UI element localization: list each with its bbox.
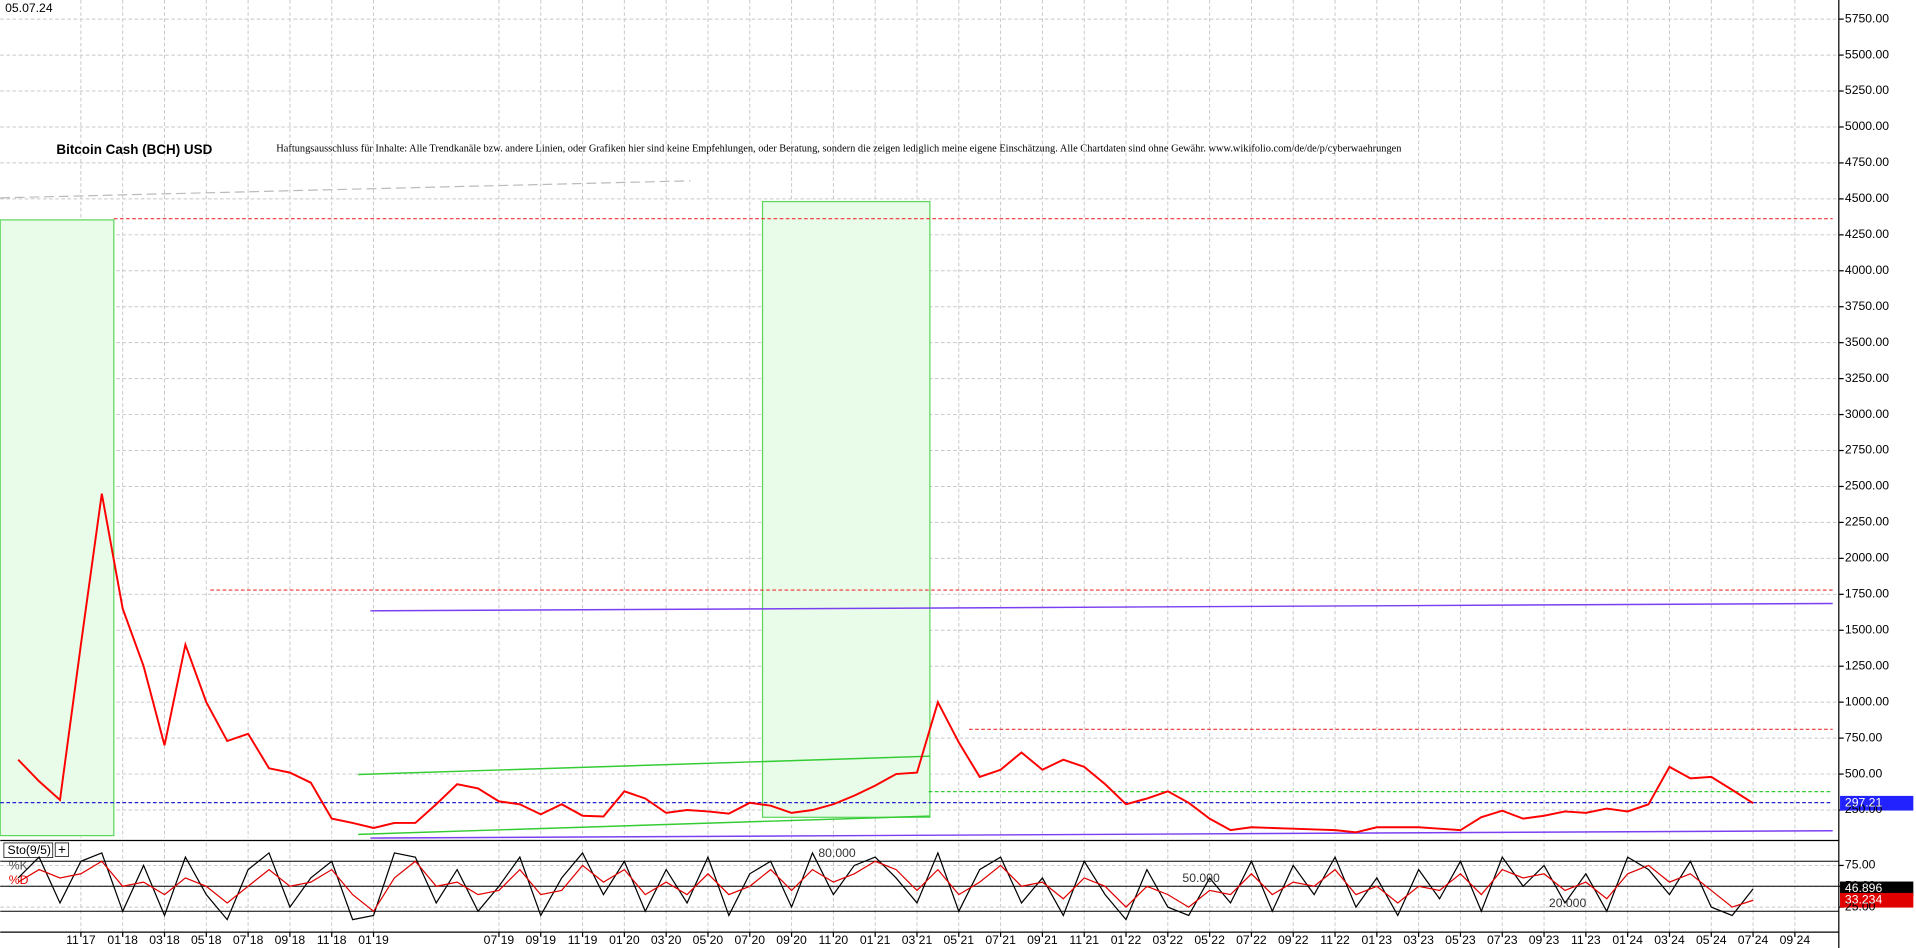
x-tick-label: 01 18 [107,933,138,947]
series-line [17,860,1754,913]
x-tick-label: 11 19 [568,933,598,947]
x-tick-label: 07 20 [734,933,765,947]
x-tick-label: 03 23 [1403,933,1434,947]
y-tick-label: 4750.00 [1845,155,1889,169]
y-tick-label: 3500.00 [1845,335,1889,349]
y-tick-label: 50.00 [1845,878,1876,892]
x-tick-label: 01 21 [860,933,891,947]
x-tick-label: 07 22 [1236,933,1267,947]
y-tick-label: 750.00 [1845,730,1883,744]
x-tick-label: 07 19 [484,933,515,947]
trend-line [370,829,1833,839]
y-tick-label: 2500.00 [1845,479,1889,493]
x-tick-label: 03 20 [651,933,682,947]
last-value-label: 297.21 [1845,795,1883,809]
x-tick-label: 01 24 [1612,933,1643,947]
last-value-label: 46.896 [1845,881,1883,895]
add-button-icon[interactable]: + [58,842,66,857]
y-tick-label: 1250.00 [1845,658,1889,672]
trend-line [358,815,930,836]
x-tick-label: 05 18 [191,933,222,947]
legend-label: %D [9,873,29,887]
x-tick-label: 09 21 [1027,933,1058,947]
x-tick-label: 11 22 [1320,933,1350,947]
y-tick-label: 3750.00 [1845,299,1889,313]
x-tick-label: 09 19 [525,933,556,947]
y-tick-label: 4000.00 [1845,263,1889,277]
y-tick-label: 5000.00 [1845,119,1889,133]
y-tick-label: 3000.00 [1845,407,1889,421]
x-tick-label: 05 21 [944,933,975,947]
y-tick-label: 5750.00 [1845,11,1889,25]
y-tick-label: 2000.00 [1845,551,1889,565]
highlight-box [0,219,115,837]
x-tick-label: 07 18 [233,933,264,947]
x-tick-label: 11 17 [66,933,96,947]
last-value-tag [1840,795,1914,811]
x-tick-label: 09 23 [1529,933,1560,947]
y-tick-label: 2750.00 [1845,443,1889,457]
x-tick-label: 03 22 [1153,933,1184,947]
y-tick-label: 250.00 [1845,802,1883,816]
y-tick-label: 500.00 [1845,766,1883,780]
level-label: 50.000 [1182,871,1220,885]
chart-title: Bitcoin Cash (BCH) USD [56,142,212,157]
last-value-tag [1840,881,1914,897]
last-value-label: 33.234 [1845,892,1883,906]
x-tick-label: 11 21 [1069,933,1099,947]
x-tick-label: 03 21 [902,933,933,947]
trend-line [0,180,691,199]
drawings [0,180,1833,839]
y-tick-label: 5250.00 [1845,83,1889,97]
x-tick-label: 09 22 [1278,933,1309,947]
x-tick-label: 03 24 [1654,933,1685,947]
y-tick-label: 1750.00 [1845,587,1889,601]
y-tick-label: 3250.00 [1845,371,1889,385]
x-tick-label: 01 23 [1362,933,1393,947]
level-label: 80.000 [818,846,856,860]
y-tick-label: 5500.00 [1845,47,1889,61]
x-tick-label: 03 18 [149,933,180,947]
indicator-box [3,842,54,858]
x-tick-label: 09 18 [275,933,306,947]
y-tick-label: 1500.00 [1845,622,1889,636]
trend-line [370,602,1833,612]
x-tick-label: 09 24 [1780,933,1811,947]
y-tick-label: 75.00 [1845,858,1876,872]
add-button[interactable] [54,842,70,857]
x-tick-label: 01 19 [358,933,389,947]
x-tick-label: 07 21 [985,933,1016,947]
x-tick-label: 05 23 [1445,933,1476,947]
legend-label: %K [9,858,28,872]
marks [0,18,1914,938]
y-tick-label: 4500.00 [1845,191,1889,205]
y-tick-label: 1000.00 [1845,694,1889,708]
y-tick-label: 2250.00 [1845,515,1889,529]
x-tick-label: 01 22 [1111,933,1142,947]
indicator-title: Sto(9/5) [8,843,51,857]
y-tick-label: 4250.00 [1845,227,1889,241]
x-tick-label: 07 24 [1738,933,1769,947]
trend-line [358,755,930,776]
x-tick-label: 05 24 [1696,933,1727,947]
chart-date: 05.07.24 [5,1,53,15]
chart-subtitle: Haftungsausschluss für Inhalte: Alle Tre… [276,143,1402,154]
x-tick-label: 07 23 [1487,933,1518,947]
x-tick-label: 05 20 [693,933,724,947]
level-label: 20.000 [1549,896,1587,910]
y-tick-label: 25.00 [1845,899,1876,913]
highlight-box [761,200,931,818]
x-tick-label: 01 20 [609,933,640,947]
last-value-tag [1840,892,1914,908]
x-tick-label: 11 20 [819,933,849,947]
series-line [17,493,1754,834]
x-tick-label: 11 23 [1571,933,1601,947]
x-tick-label: 11 18 [317,933,347,947]
x-tick-label: 09 20 [776,933,807,947]
x-tick-label: 05 22 [1194,933,1225,947]
